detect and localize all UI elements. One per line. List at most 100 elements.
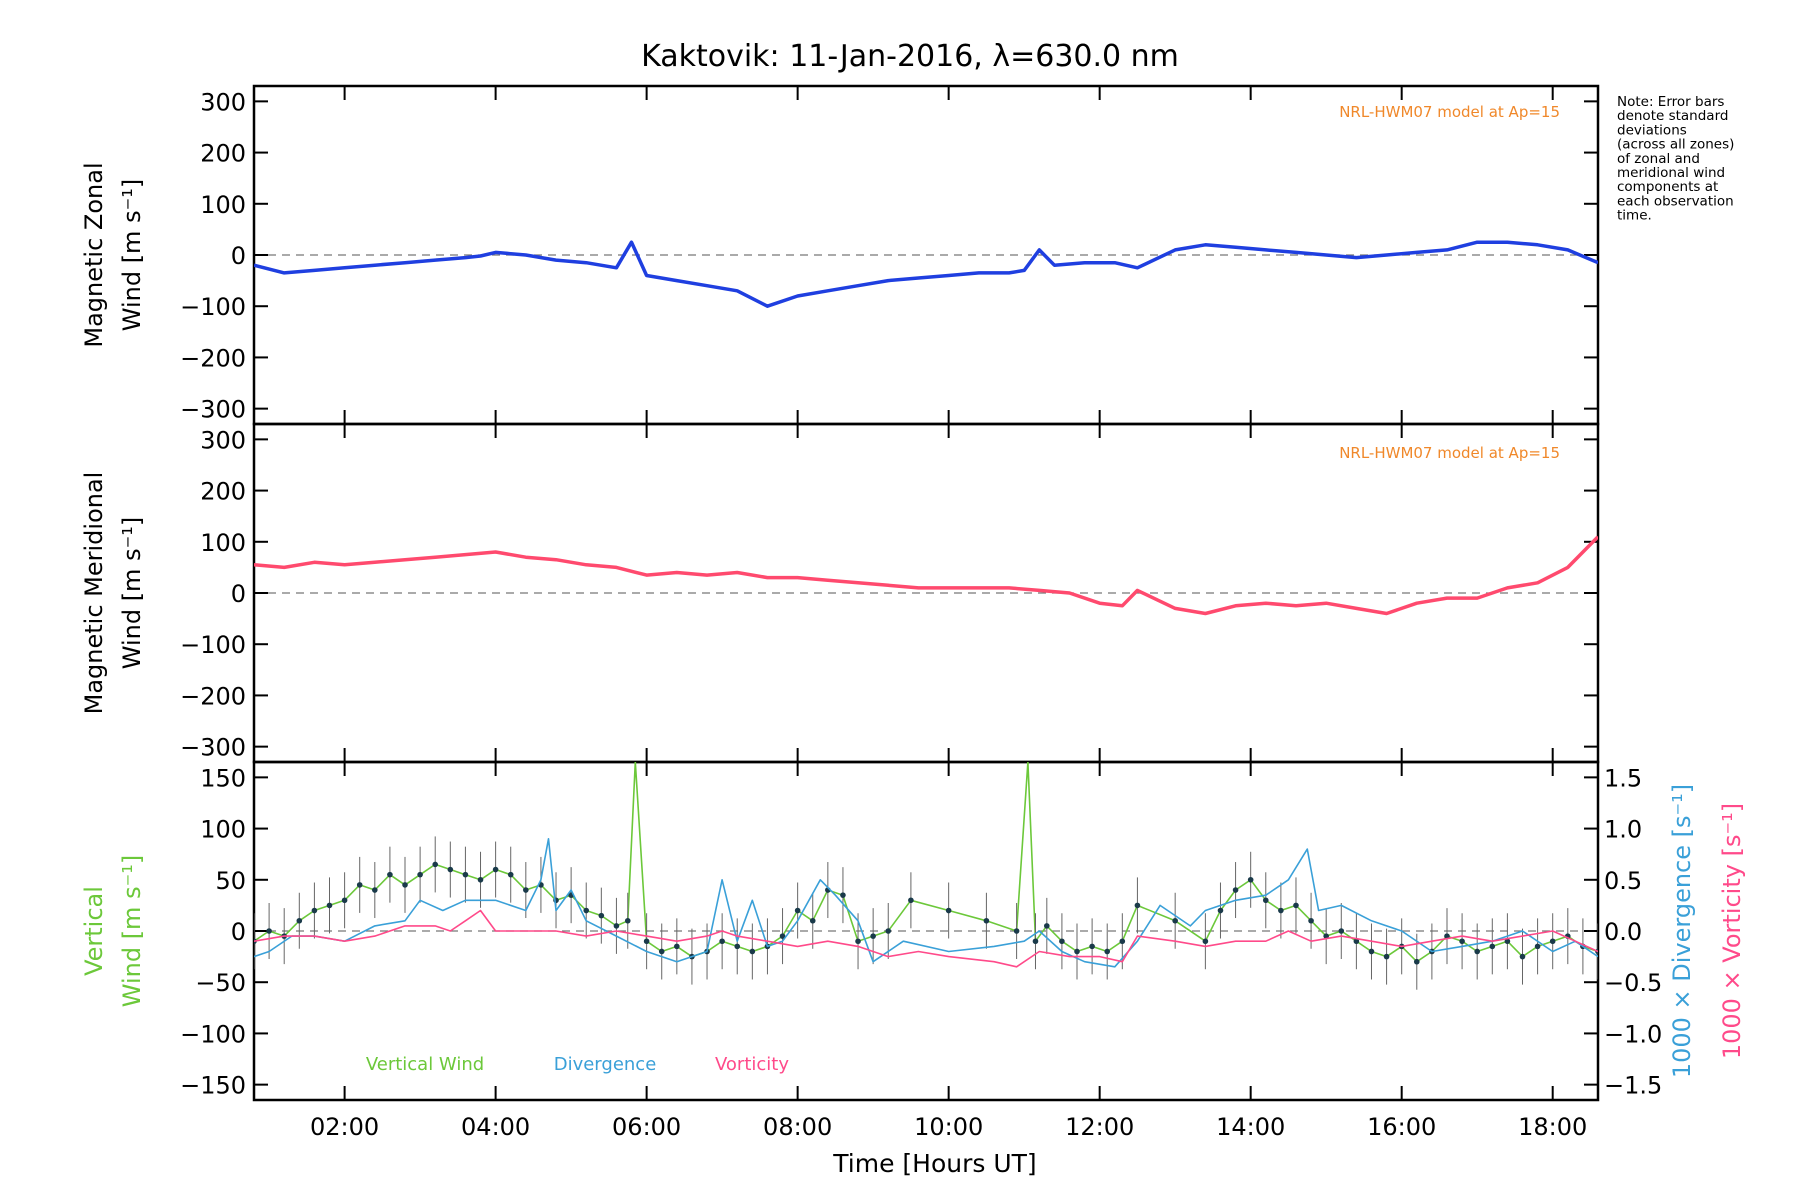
note-line: each observation: [1617, 193, 1734, 209]
vertical-y-tick-label: 100: [200, 816, 246, 844]
zonal-y-label-line: Magnetic Zonal: [80, 162, 108, 347]
chart-title: Kaktovik: 11-Jan-2016, λ=630.0 nm: [641, 39, 1179, 74]
vertical-wind-point: [387, 871, 393, 878]
vertical-wind-point: [477, 876, 484, 883]
vertical-y2-tick-label: −1.0: [1604, 1020, 1662, 1048]
vertical-wind-panel: Vertical Wind [m s⁻¹] 1000 × Divergence […: [80, 760, 1746, 1102]
vertical-wind-point: [1323, 933, 1329, 939]
meridional-y-tick-label: 300: [200, 426, 246, 454]
vertical-wind-point: [885, 928, 892, 934]
vertical-y-label-line: Wind [m s⁻¹]: [118, 855, 146, 1007]
vertical-wind-point: [266, 928, 272, 934]
vertical-wind-point: [523, 887, 529, 893]
meridional-y-label-line: Wind [m s⁻¹]: [118, 517, 146, 669]
vertical-wind-point: [1534, 943, 1541, 950]
vertical-y2-tick-label: 1.0: [1604, 816, 1642, 844]
note-line: components at: [1617, 179, 1718, 195]
note-line: of zonal and: [1617, 151, 1700, 167]
vertical-wind-point: [417, 871, 423, 878]
divergence-vorticity-axis-label: 1000 × Divergence [s⁻¹] 1000 × Vorticity …: [1668, 784, 1746, 1078]
vertical-wind-point: [908, 897, 914, 904]
vertical-wind-point: [296, 917, 303, 924]
vertical-wind-point: [311, 907, 318, 914]
vertical-y-axis-label: Vertical Wind [m s⁻¹]: [80, 855, 146, 1007]
vertical-y-label-line: Vertical: [80, 886, 108, 976]
vertical-wind-point: [1089, 943, 1095, 950]
vertical-wind-point: [1119, 938, 1126, 945]
meridional-y-tick-label: −300: [180, 734, 246, 762]
vertical-wind-point: [1338, 928, 1345, 934]
vertical-wind-point: [1368, 948, 1375, 955]
x-axis-label: Time [Hours UT]: [832, 1149, 1036, 1178]
zonal-series-line-0: [254, 240, 1598, 308]
vertical-wind-point: [794, 907, 801, 914]
legend-vorticity: Vorticity: [715, 1054, 789, 1075]
vertical-wind-point: [1474, 948, 1480, 955]
vertical-wind-point: [855, 938, 861, 945]
vertical-wind-point: [598, 912, 605, 919]
meridional-y-tick-label: 100: [200, 529, 246, 557]
vertical-wind-point: [583, 907, 590, 914]
vertical-wind-point: [779, 933, 786, 939]
vertical-wind-point: [326, 902, 333, 909]
x-tick-label: 06:00: [612, 1113, 681, 1141]
vertical-wind-point: [945, 907, 952, 914]
vertical-y2-tick-label: 0.0: [1604, 918, 1642, 946]
zonal-y-tick-label: 0: [231, 242, 246, 270]
vertical-wind-point: [658, 948, 665, 955]
vertical-wind-point: [983, 917, 990, 924]
meridional-series-group: [254, 535, 1598, 616]
note-line: denote standard: [1617, 108, 1728, 124]
zonal-y-tick-label: −100: [180, 293, 246, 321]
x-tick-label: 10:00: [914, 1113, 983, 1141]
x-tick-label: 18:00: [1518, 1113, 1587, 1141]
x-tick-label: 04:00: [461, 1113, 530, 1141]
vertical-wind-point: [341, 897, 348, 904]
meridional-y-tick-label: 0: [231, 580, 246, 608]
vertical-y-tick-label: −100: [180, 1020, 246, 1048]
vertical-y-tick-label: 150: [200, 764, 246, 792]
vertical-wind-point: [1444, 933, 1450, 939]
meridional-y-axis-label: Magnetic Meridional Wind [m s⁻¹]: [80, 472, 146, 715]
note-line: time.: [1617, 208, 1652, 224]
vertical-wind-point: [356, 882, 363, 888]
vertical-wind-point: [870, 933, 876, 939]
vertical-wind-point: [840, 892, 846, 898]
vertical-wind-point: [1202, 938, 1209, 945]
meridional-series-line-0: [254, 535, 1598, 616]
vertical-wind-point: [643, 938, 650, 945]
vertical-wind-point: [1383, 953, 1390, 960]
zonal-y-tick-label: −300: [180, 396, 246, 424]
vertical-y2-tick-label: 0.5: [1604, 867, 1642, 895]
vertical-wind-point: [1172, 917, 1178, 924]
x-tick-label: 02:00: [310, 1113, 379, 1141]
zonal-y-tick-label: 100: [200, 191, 246, 219]
vertical-wind-point: [1247, 876, 1254, 883]
x-tick-label: 14:00: [1216, 1113, 1285, 1141]
vertical-wind-point: [1013, 928, 1020, 934]
meridional-y-label-line: Magnetic Meridional: [80, 472, 108, 715]
zonal-y-tick-label: −200: [180, 344, 246, 372]
vertical-series-group: [254, 762, 1598, 990]
meridional-y-tick-label: −100: [180, 631, 246, 659]
legend-vertical-wind: Vertical Wind: [366, 1054, 484, 1075]
vertical-wind-point: [462, 871, 469, 878]
vertical-wind-point: [432, 861, 439, 868]
vertical-wind-point: [1044, 923, 1050, 929]
vertical-wind-point: [624, 917, 631, 924]
meridional-model-label: NRL-HWM07 model at Ap=15: [1339, 444, 1560, 462]
vertical-y2-tick-label: −1.5: [1604, 1072, 1662, 1100]
vertical-wind-point: [1059, 938, 1065, 945]
zonal-y-tick-label: 300: [200, 88, 246, 116]
vertical-wind-point: [1353, 938, 1360, 945]
x-axis-tick-labels: 02:00 04:00 06:00 08:00 10:00 12:00 14:00 16:00…: [310, 1113, 1587, 1141]
vertical-wind-point: [1278, 907, 1284, 914]
zonal-wind-panel: Magnetic Zonal Wind [m s⁻¹] NRL-HWM07 mod…: [80, 84, 1600, 426]
vertical-y-tick-label: −50: [195, 969, 246, 997]
vertical-series-line-0: [254, 762, 1598, 963]
zonal-y-label-line: Wind [m s⁻¹]: [118, 179, 146, 331]
vertical-wind-point: [492, 866, 499, 873]
vertical-wind-point: [734, 943, 741, 950]
vertical-y-tick-label: 50: [215, 867, 246, 895]
zonal-y-axis-label: Magnetic Zonal Wind [m s⁻¹]: [80, 162, 146, 347]
